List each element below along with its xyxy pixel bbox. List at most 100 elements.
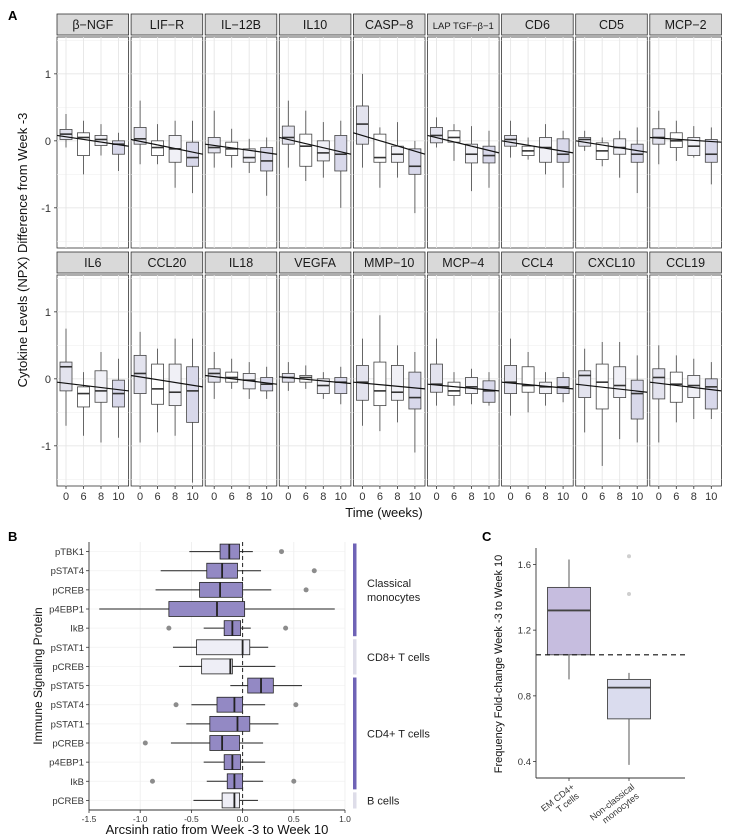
box-group: [547, 559, 591, 680]
panel-b-letter: B: [8, 529, 17, 544]
box: [430, 363, 443, 393]
protein-row: IkB: [70, 620, 289, 637]
box: [504, 365, 518, 394]
panel-a-letter: A: [8, 8, 18, 23]
x-tick-label: 8: [543, 491, 549, 503]
facet-title: IL6: [84, 256, 101, 270]
facet-title: CASP−8: [365, 18, 413, 32]
y-tick-label: -1: [41, 203, 51, 215]
box: [168, 601, 246, 617]
facet-strip: [204, 251, 278, 274]
box: [447, 381, 461, 396]
facet-strip: [575, 13, 648, 36]
x-tick-label: 8: [394, 491, 400, 503]
x-tick-label: 8: [320, 491, 326, 503]
x-tick-label: 0: [656, 491, 662, 503]
trend-line: [279, 376, 351, 385]
outlier-point: [149, 778, 155, 784]
outlier-point: [303, 587, 309, 593]
facet: CCL20 0 6 8 10: [130, 251, 204, 503]
x-tick-label: 6: [80, 491, 86, 503]
x-axis-label: Arcsinh ratio from Week -3 to Week 10: [106, 822, 329, 837]
box: [652, 128, 666, 145]
facet-title: IL10: [303, 18, 327, 32]
group-bar: [353, 792, 357, 809]
facet-strip: [278, 251, 352, 274]
trend-line: [649, 381, 722, 392]
box: [209, 715, 251, 732]
box: [630, 379, 644, 420]
protein-label: pCREB: [52, 739, 84, 750]
facet-title: LAP TGF−β−1: [433, 21, 494, 32]
panel-a: Aβ−NGF -1 0 1 LIF−R IL−12B IL10 CASP−8 LAP TGF−β…: [8, 8, 722, 520]
box: [133, 354, 147, 394]
protein-label: pCREB: [52, 662, 84, 673]
facet: LAP TGF−β−1: [427, 13, 500, 249]
x-tick-label: -1.5: [82, 814, 97, 824]
x-tick-label: 0.5: [288, 814, 300, 824]
protein-label: pSTAT4: [51, 700, 84, 711]
protein-row: pCREB: [52, 735, 264, 751]
trend-line: [56, 381, 129, 392]
facet: MCP−2: [649, 13, 722, 249]
facet-title: CCL19: [666, 256, 705, 270]
x-axis-label: Time (weeks): [345, 505, 423, 520]
box: [299, 133, 313, 167]
facet-strip: [352, 251, 426, 274]
x-tick-label: 6: [525, 491, 531, 503]
box: [216, 696, 244, 713]
facet: CCL19 0 6 8 10: [649, 251, 722, 503]
box: [199, 581, 243, 598]
facet: CD5: [575, 13, 648, 249]
trend-line: [501, 381, 574, 390]
facet-strip: [575, 251, 648, 274]
protein-label: pSTAT5: [51, 681, 84, 692]
y-tick-label: -1: [41, 441, 51, 453]
x-tick-label: 6: [229, 491, 235, 503]
group-bar: [353, 639, 357, 675]
box: [539, 381, 552, 394]
panel-c-letter: C: [482, 529, 492, 544]
y-tick-label: 1: [45, 69, 51, 81]
box: [408, 148, 422, 175]
facet-title: β−NGF: [72, 18, 113, 32]
x-tick-label: 0: [582, 491, 588, 503]
y-tick-label: 0.4: [518, 757, 531, 768]
facet-title: CD6: [525, 18, 550, 32]
y-tick-label: 1.2: [518, 626, 531, 637]
trend-line: [56, 134, 129, 147]
box: [242, 148, 256, 163]
facet: CD6: [501, 13, 574, 249]
facet-title: MMP−10: [364, 256, 414, 270]
facet-title: VEGFA: [294, 256, 336, 270]
facet: β−NGF -1 0 1: [41, 13, 129, 249]
y-axis-label: Cytokine Levels (NPX) Difference from We…: [15, 113, 30, 388]
box: [186, 141, 200, 167]
trend-line: [501, 140, 574, 154]
x-tick-label: 10: [186, 491, 198, 503]
protein-row: pSTAT1: [51, 715, 279, 732]
facet-strip: [501, 251, 574, 274]
facet-strip: [649, 251, 722, 274]
box: [613, 366, 627, 398]
protein-label: p4EBP1: [49, 758, 84, 769]
y-tick-label: 0: [45, 374, 51, 386]
box: [201, 658, 233, 675]
outlier-point: [283, 625, 289, 631]
group-label: CD4+ T cells: [367, 728, 430, 740]
box: [355, 105, 369, 145]
box: [221, 792, 240, 809]
trend-line: [649, 136, 722, 143]
box: [704, 378, 718, 410]
facet-title: CD5: [599, 18, 624, 32]
facet-strip: [204, 13, 278, 36]
facet-strip: [56, 251, 129, 274]
facet-strip: [352, 13, 426, 36]
x-tick-label: 0: [63, 491, 69, 503]
x-tick-label: 8: [172, 491, 178, 503]
facet-strip: [130, 13, 204, 36]
facet-title: CXCL10: [588, 256, 635, 270]
x-tick-label: 0: [211, 491, 217, 503]
x-tick-label: 8: [691, 491, 697, 503]
